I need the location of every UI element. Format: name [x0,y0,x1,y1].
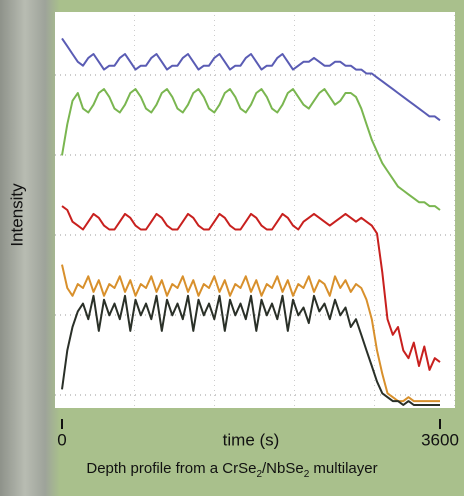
series-line [61,37,441,122]
caption-sub: 2 [256,469,262,480]
series-line [61,205,441,371]
caption: Depth profile from a CrSe2/NbSe2 multila… [0,460,464,480]
caption-text: /NbSe [262,460,304,477]
y-axis-label: Intensity [7,183,26,247]
series-line [61,264,440,403]
series-line [61,294,440,406]
grid-pattern [55,12,455,408]
caption-text: multilayer [309,460,378,477]
x-axis-label: time (s) [223,430,280,449]
x-tick-label: 3600 [421,430,459,449]
series-line [61,88,441,211]
x-tick-label: 0 [57,430,66,449]
caption-sub: 2 [303,469,310,480]
caption-text: Depth profile from a CrSe [86,460,257,477]
